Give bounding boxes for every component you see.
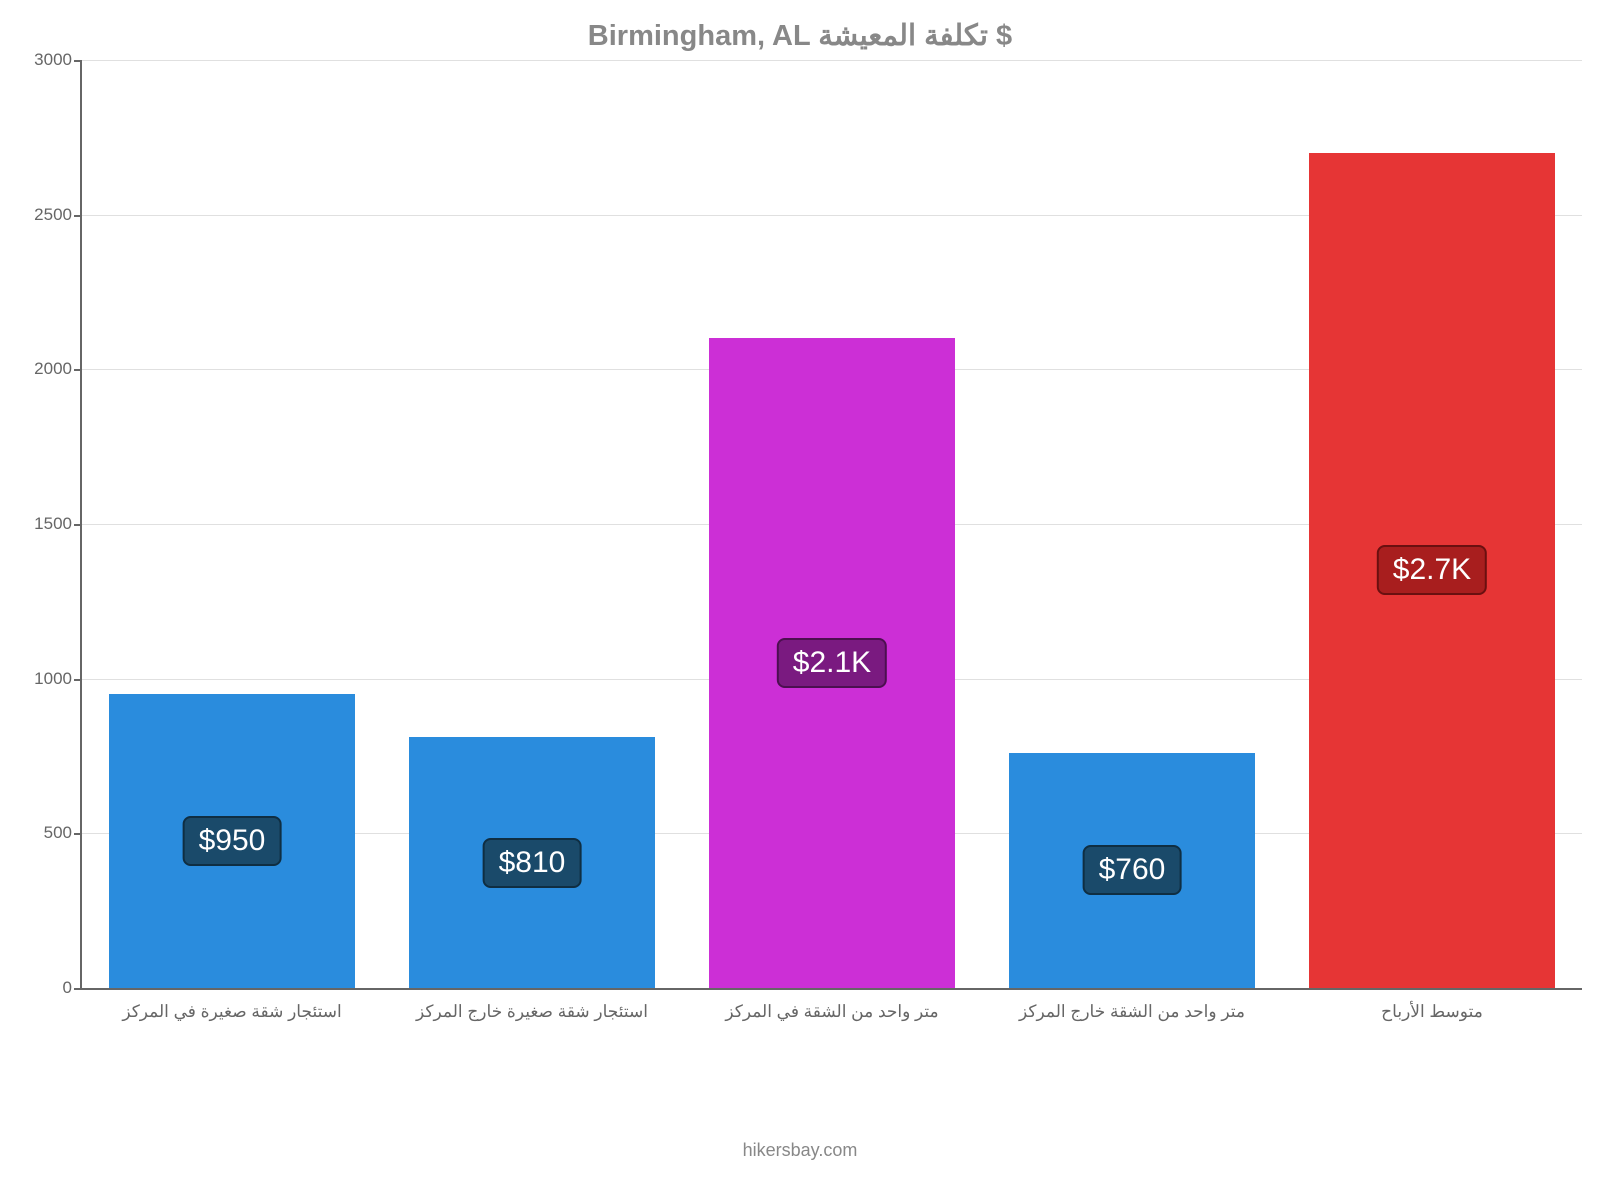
bar: $950: [109, 694, 355, 988]
y-tick-mark: [74, 524, 82, 526]
x-tick-label: استئجار شقة صغيرة خارج المركز: [416, 1002, 648, 1022]
bar-value-badge: $810: [483, 838, 582, 888]
y-tick-mark: [74, 369, 82, 371]
bar-value-badge: $760: [1083, 845, 1182, 895]
y-tick-label: 0: [63, 978, 72, 998]
bar-value-badge: $950: [183, 816, 282, 866]
x-tick-label: استئجار شقة صغيرة في المركز: [122, 1002, 341, 1022]
y-tick-label: 1000: [34, 669, 72, 689]
y-tick-mark: [74, 679, 82, 681]
bar: $760: [1009, 753, 1255, 988]
chart-footer: hikersbay.com: [0, 1140, 1600, 1161]
y-tick-mark: [74, 988, 82, 990]
y-tick-mark: [74, 833, 82, 835]
chart-title: Birmingham, AL تكلفة المعيشة $: [0, 18, 1600, 53]
y-tick-label: 500: [44, 823, 72, 843]
y-tick-label: 2000: [34, 359, 72, 379]
cost-of-living-chart: Birmingham, AL تكلفة المعيشة $ 050010001…: [0, 0, 1600, 1200]
x-tick-label: متوسط الأرباح: [1381, 1002, 1483, 1022]
y-tick-label: 2500: [34, 205, 72, 225]
y-tick-label: 1500: [34, 514, 72, 534]
x-tick-label: متر واحد من الشقة في المركز: [725, 1002, 938, 1022]
y-tick-mark: [74, 215, 82, 217]
y-tick-label: 3000: [34, 50, 72, 70]
gridline: [82, 60, 1582, 61]
bar: $2.7K: [1309, 153, 1555, 988]
x-tick-label: متر واحد من الشقة خارج المركز: [1019, 1002, 1245, 1022]
y-tick-mark: [74, 60, 82, 62]
plot-area: 050010001500200025003000$950استئجار شقة …: [80, 60, 1582, 990]
bar: $2.1K: [709, 338, 955, 988]
bar-value-badge: $2.1K: [777, 638, 887, 688]
bar-value-badge: $2.7K: [1377, 545, 1487, 595]
bar: $810: [409, 737, 655, 988]
